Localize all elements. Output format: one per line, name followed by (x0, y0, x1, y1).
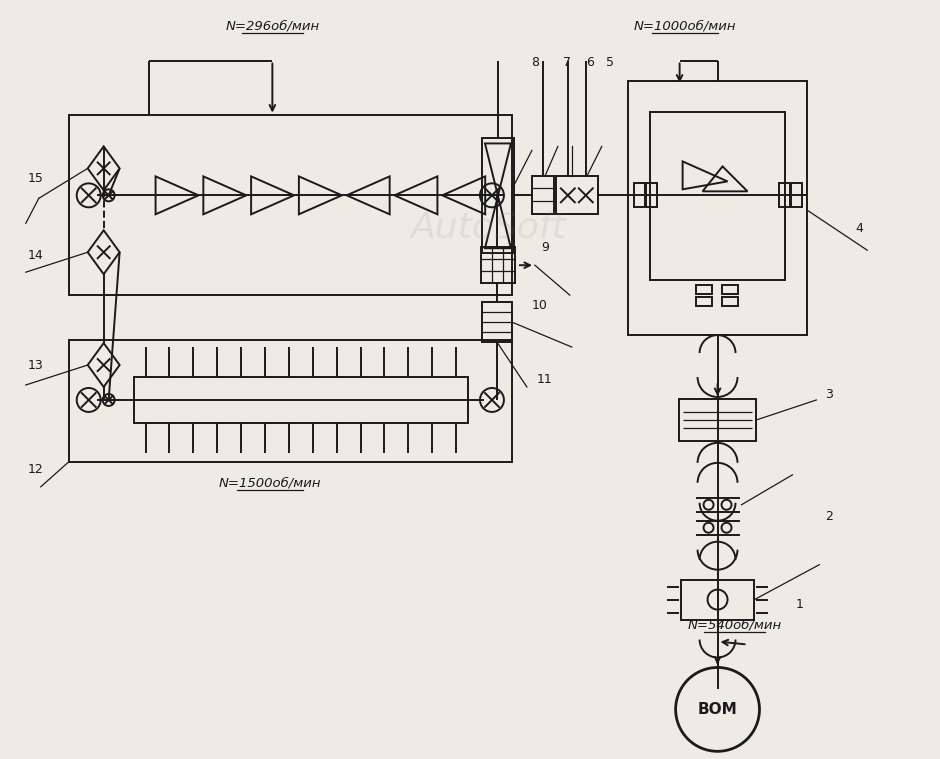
Text: 4: 4 (855, 222, 863, 235)
Text: ВОМ: ВОМ (697, 702, 737, 717)
Text: 8: 8 (531, 56, 539, 69)
Bar (69, 115, 512, 295)
Text: AutoSoft: AutoSoft (411, 211, 567, 245)
Bar (650, 112, 786, 280)
Text: N=1500об/мин: N=1500об/мин (219, 477, 321, 490)
Text: 14: 14 (28, 249, 43, 262)
Bar (133, 377, 468, 423)
Bar (722, 285, 738, 294)
Bar (696, 285, 712, 294)
Bar (681, 580, 755, 619)
Bar (646, 184, 657, 207)
Bar (679, 399, 757, 441)
Text: 15: 15 (28, 172, 44, 185)
Text: 6: 6 (586, 56, 594, 69)
Bar (779, 184, 791, 207)
Text: 9: 9 (540, 241, 549, 254)
Text: 5: 5 (605, 56, 614, 69)
Bar (628, 80, 807, 335)
Bar (69, 340, 512, 461)
Bar (556, 176, 598, 214)
Text: N=296об/мин: N=296об/мин (226, 20, 320, 33)
Bar (696, 298, 712, 306)
Bar (482, 138, 514, 254)
Text: 11: 11 (537, 373, 553, 386)
Text: 1: 1 (795, 598, 804, 611)
Text: N=540об/мин: N=540об/мин (687, 619, 781, 631)
Bar (634, 184, 645, 207)
Text: 7: 7 (563, 56, 571, 69)
Text: 2: 2 (825, 510, 833, 523)
Text: 12: 12 (28, 463, 43, 477)
Bar (482, 302, 512, 342)
Text: 10: 10 (532, 298, 548, 312)
Bar (791, 184, 803, 207)
Bar (722, 298, 738, 306)
Text: 13: 13 (28, 358, 43, 371)
Bar (532, 176, 554, 214)
Text: 3: 3 (825, 389, 833, 402)
Text: N=1000об/мин: N=1000об/мин (634, 20, 736, 33)
Bar (481, 247, 515, 283)
